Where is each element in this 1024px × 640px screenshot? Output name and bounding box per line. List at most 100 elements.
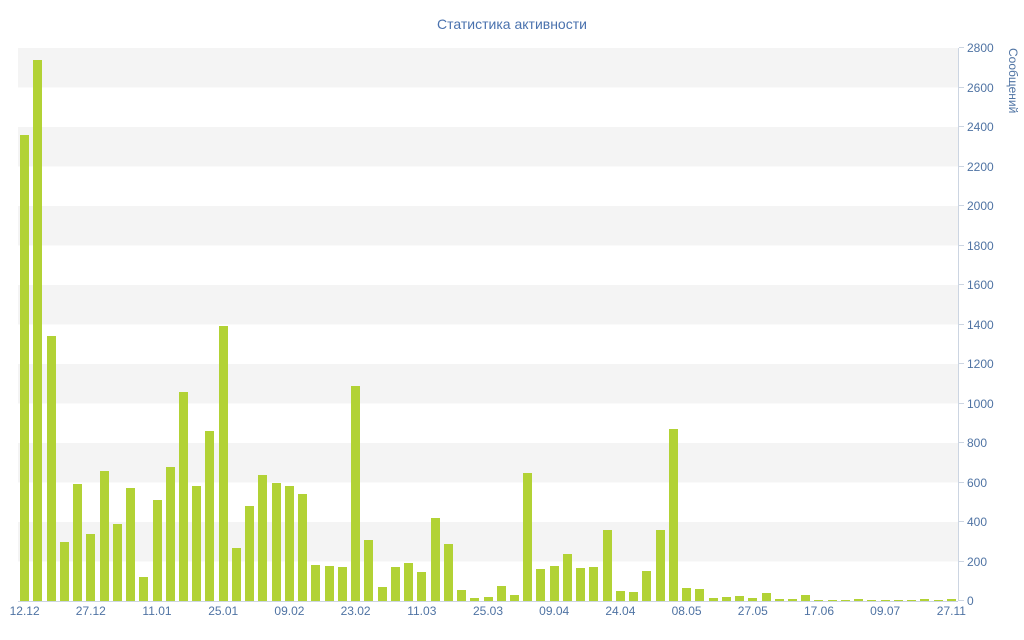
y-axis-tick-label: 1200 [967, 357, 994, 371]
x-axis-tick-label: 27.12 [75, 604, 106, 618]
bar [735, 596, 745, 601]
bar [377, 587, 387, 601]
bar [509, 595, 519, 601]
tick-mark [959, 323, 964, 325]
x-axis-tick-label: 25.03 [472, 604, 504, 618]
bar [417, 572, 427, 601]
bar [470, 598, 480, 601]
bar [337, 567, 347, 601]
bar [311, 565, 321, 601]
bar [351, 385, 361, 601]
tick-mark [959, 600, 964, 601]
bar [139, 577, 149, 601]
bar [549, 566, 559, 601]
bar [86, 533, 96, 601]
x-axis-tick-label: 11.01 [142, 604, 172, 618]
bar [457, 590, 467, 601]
bar [682, 588, 692, 601]
x-axis-tick-label: 09.07 [870, 604, 901, 618]
x-axis-tick-label: 09.02 [274, 604, 305, 618]
bar [562, 553, 572, 601]
bar [364, 539, 374, 601]
bar [655, 529, 665, 601]
bar [814, 600, 824, 601]
chart-title: Статистика активности [437, 16, 587, 32]
tick-mark [959, 363, 964, 364]
bar [483, 597, 493, 601]
y-axis-tick-label: 1800 [967, 238, 994, 253]
bar [46, 336, 56, 601]
tick-mark [959, 205, 964, 206]
plot-area [18, 48, 958, 602]
y-axis-title: Сообщений [1006, 48, 1020, 114]
bar [496, 586, 506, 601]
bar [946, 599, 956, 601]
y-axis-tick-label: 800 [967, 436, 988, 450]
bar [642, 571, 652, 601]
bar [536, 569, 546, 601]
y-axis: 0 200 400 600 800 1000 1200 1400 1600 1800 2000 220… [958, 41, 1019, 608]
tick-mark [959, 521, 964, 522]
bar [192, 486, 202, 601]
bar [73, 484, 83, 601]
bar [245, 506, 255, 601]
bar [20, 134, 30, 601]
bar [774, 599, 784, 601]
bar [59, 541, 69, 601]
y-axis-tick-label: 2600 [967, 80, 994, 95]
bar [298, 494, 308, 601]
bar [231, 547, 241, 601]
bar [576, 568, 586, 601]
bar [615, 591, 625, 601]
x-axis-tick-label: 08.05 [671, 604, 702, 618]
bar [430, 518, 440, 601]
y-axis-tick-label: 2200 [967, 159, 994, 174]
x-axis-tick-label: 24.04 [605, 604, 636, 618]
bar [721, 597, 731, 601]
tick-mark [959, 284, 964, 285]
x-axis-tick-label: 27.05 [737, 604, 768, 618]
x-axis-tick-label: 09.04 [539, 604, 570, 618]
tick-mark [959, 86, 964, 88]
bar [324, 566, 334, 601]
x-axis-tick-label: 12.12 [9, 604, 40, 618]
bar [33, 59, 43, 601]
x-axis-tick-label: 11.03 [407, 604, 437, 618]
y-axis-tick-label: 1600 [967, 278, 994, 292]
tick-mark [959, 442, 964, 443]
bar [404, 562, 414, 601]
y-axis-tick-label: 2800 [967, 41, 994, 55]
y-axis-tick-label: 1000 [967, 396, 994, 411]
x-axis-tick-label: 17.06 [803, 604, 834, 618]
bar [271, 482, 281, 601]
tick-mark [959, 244, 964, 246]
tick-mark [959, 47, 964, 48]
bar [178, 391, 188, 601]
bar [112, 523, 122, 601]
bar [761, 593, 771, 601]
bar [629, 592, 639, 601]
tick-mark [959, 165, 964, 167]
bar [920, 598, 930, 601]
bar [867, 600, 877, 601]
bar [695, 589, 705, 601]
y-axis-tick-label: 2400 [967, 120, 994, 134]
x-axis-tick-label: 25.01 [208, 604, 239, 618]
bar [126, 488, 136, 601]
tick-mark [959, 126, 964, 127]
bar [218, 326, 228, 601]
y-axis-tick-label: 1400 [967, 317, 994, 332]
y-axis-tick-label: 200 [967, 554, 988, 569]
bar [165, 466, 175, 601]
bar [258, 474, 268, 601]
y-axis-tick-label: 400 [967, 515, 988, 529]
bar [907, 600, 917, 601]
tick-mark [959, 402, 964, 404]
bar [668, 429, 678, 601]
y-axis-tick-label: 600 [967, 475, 988, 490]
tick-mark [959, 560, 964, 562]
bar [893, 600, 903, 601]
bar [205, 431, 215, 601]
x-axis: 12.12 27.12 11.01 25.01 09.02 23.02 11.03 25.03… [10, 604, 966, 620]
